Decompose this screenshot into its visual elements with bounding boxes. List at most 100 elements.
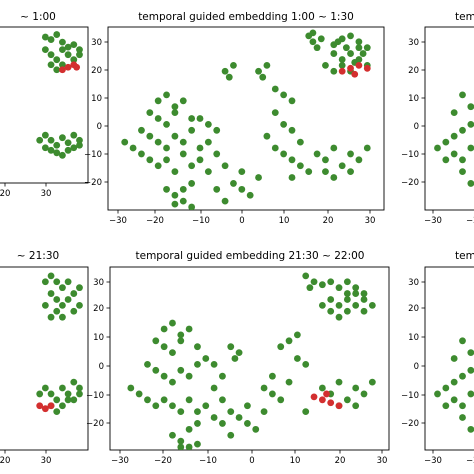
scatter-point-s1-44 (169, 402, 176, 410)
scatter-point-s1-24 (76, 136, 83, 144)
panel-title: temp (455, 11, 474, 23)
scatter-point-s1-80 (280, 91, 288, 99)
y-tick-label: 10 (93, 333, 104, 343)
scatter-point-s1-9 (53, 296, 61, 303)
scatter-point-s1-2 (309, 38, 317, 46)
scatter-point-s1-46 (185, 396, 193, 404)
scatter-point-s1-94 (330, 174, 338, 181)
scatter-point-s1-96 (230, 180, 237, 187)
scatter-point-s1-24 (359, 50, 367, 57)
scatter-point-s1-14 (450, 355, 458, 362)
scatter-point-s1-32 (171, 109, 179, 116)
x-tick-label: 0 (249, 456, 254, 466)
scatter-point-s1-12 (338, 56, 346, 63)
scatter-point-s1-27 (59, 151, 66, 159)
scatter-point-s1-84 (305, 168, 313, 176)
scatter-point-s1-39 (127, 384, 135, 392)
scatter-point-s1-79 (335, 378, 343, 386)
scatter-point-s2-4 (335, 402, 343, 410)
scatter-point-s1-89 (227, 431, 235, 439)
scatter-point-s1-18 (41, 131, 49, 139)
scatter-point-s1-57 (204, 121, 212, 128)
scatter-point-s1-13 (459, 91, 466, 99)
scatter-point-s1-73 (280, 150, 288, 158)
scatter-point-s1-43 (138, 150, 145, 158)
scatter-point-s1-21 (342, 44, 350, 52)
scatter-panel-6: temp −30 −20 30 20 10 0 −10 −20 (401, 250, 474, 466)
scatter-point-s1-40 (188, 126, 196, 134)
scatter-point-s1-11 (64, 51, 72, 59)
y-tick-label: −20 (84, 178, 102, 188)
scatter-point-s1-4 (467, 121, 474, 128)
scatter-point-s1-13 (76, 301, 83, 309)
scatter-point-s1-72 (271, 144, 279, 152)
panel-title: temporal guided embedding 1:00 ~ 1:30 (138, 11, 354, 23)
scatter-point-s1-56 (219, 372, 226, 380)
x-tick-label: 30 (41, 456, 52, 466)
scatter-point-s1-30 (177, 337, 185, 345)
scatter-point-s1-11 (330, 50, 338, 57)
scatter-point-s1-34 (160, 372, 168, 380)
scatter-point-s1-10 (363, 44, 371, 52)
y-tick-label: 0 (97, 122, 102, 132)
scatter-point-s1-22 (360, 296, 368, 303)
scatter-point-s2-1 (310, 393, 318, 401)
panel-title: ~ 21:30 (17, 250, 59, 262)
scatter-point-s1-30 (154, 115, 162, 122)
scatter-point-s1-15 (47, 61, 55, 69)
scatter-point-s1-38 (171, 132, 179, 140)
scatter-point-s1-11 (467, 103, 474, 111)
scatter-point-s1-1 (442, 138, 450, 146)
scatter-point-s2-1 (338, 67, 346, 75)
scatter-point-s1-92 (363, 144, 371, 152)
scatter-point-s1-4 (467, 366, 474, 374)
scatter-point-s1-81 (271, 85, 279, 93)
scatter-point-s1-53 (210, 414, 218, 421)
y-tick-label: 20 (91, 66, 102, 76)
scatter-point-s1-30 (70, 144, 78, 152)
scatter-point-s1-26 (163, 91, 170, 99)
scatter-point-s1-23 (334, 38, 342, 46)
scatter-point-s1-32 (36, 136, 44, 144)
x-tick-label: 20 (335, 456, 346, 466)
scatter-point-s1-60 (185, 443, 193, 450)
scatter-point-s1-38 (194, 361, 201, 368)
scatter-point-s1-23 (70, 131, 78, 139)
scatter-point-s1-9 (53, 56, 61, 64)
scatter-point-s1-7 (76, 284, 83, 292)
scatter-panel-5: temporal guided embedding 21:30 ~ 22:00 −… (86, 250, 390, 466)
scatter-point-s1-27 (59, 402, 66, 410)
scatter-point-s1-45 (154, 162, 162, 170)
scatter-point-s1-20 (355, 44, 363, 52)
points-layer (434, 337, 474, 433)
scatter-point-s2-2 (64, 63, 72, 71)
scatter-point-s1-70 (263, 61, 271, 69)
scatter-point-s1-49 (169, 431, 176, 439)
scatter-point-s1-77 (318, 384, 326, 392)
scatter-point-s1-70 (269, 372, 276, 380)
scatter-point-s1-9 (355, 38, 363, 46)
scatter-point-s1-29 (169, 349, 176, 356)
scatter-point-s1-85 (352, 402, 360, 410)
scatter-point-s1-8 (47, 51, 55, 59)
scatter-point-s1-35 (169, 378, 176, 386)
plot-frame (107, 26, 385, 211)
scatter-point-s1-25 (47, 146, 55, 154)
scatter-point-s1-26 (53, 149, 61, 157)
scatter-point-s1-79 (288, 126, 296, 134)
y-tick-label: 0 (414, 122, 419, 132)
scatter-point-s1-53 (179, 185, 187, 193)
scatter-point-s1-47 (194, 408, 201, 416)
scatter-point-s1-28 (64, 396, 72, 404)
scatter-point-s1-91 (260, 408, 268, 416)
scatter-point-s1-63 (179, 197, 187, 205)
y-tick-label: 20 (408, 304, 419, 314)
plot-frame (0, 26, 89, 184)
scatter-point-s1-39 (179, 138, 187, 146)
scatter-point-s1-16 (53, 66, 61, 74)
scatter-point-s1-36 (154, 138, 162, 146)
scatter-panel-4: ~ 21:30 20 30 (0, 250, 89, 466)
scatter-point-s1-5 (327, 278, 335, 286)
scatter-point-s1-43 (160, 396, 168, 404)
scatter-point-s1-62 (177, 443, 185, 450)
